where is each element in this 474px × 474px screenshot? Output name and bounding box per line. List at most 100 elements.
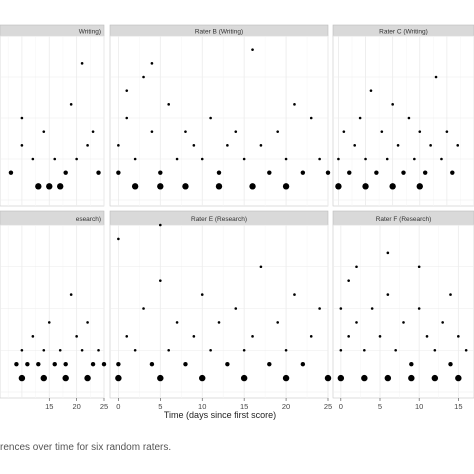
data-point — [457, 335, 460, 338]
data-point — [75, 335, 78, 338]
data-point — [91, 130, 95, 133]
panel-background — [109, 35, 329, 207]
panel-background — [0, 224, 105, 399]
data-point — [318, 157, 321, 161]
data-point — [425, 335, 429, 338]
data-point — [216, 170, 222, 175]
data-point — [57, 183, 64, 190]
data-point — [97, 348, 100, 352]
data-point — [75, 157, 78, 161]
data-point — [158, 170, 163, 175]
data-point — [167, 348, 170, 352]
facet-panel: esearch) 15 20 25 — [0, 210, 108, 411]
data-point — [117, 144, 120, 147]
data-point — [416, 183, 423, 190]
data-point — [62, 374, 69, 382]
data-point — [339, 307, 343, 310]
data-point — [40, 374, 47, 382]
x-axis-label: Time (days since first score) — [164, 410, 276, 420]
data-point — [450, 170, 455, 175]
facet-strip-label: Rater E (Research) — [191, 216, 247, 223]
data-point — [347, 279, 350, 282]
facet-panels: Writing) Rater B (Writing) Rater C (Writin… — [0, 24, 474, 411]
data-point — [125, 335, 129, 338]
data-point — [464, 348, 468, 352]
data-point — [449, 293, 452, 296]
data-point — [131, 183, 139, 190]
data-point — [167, 103, 170, 106]
data-point — [20, 348, 24, 352]
data-point — [389, 183, 396, 190]
x-tick-label: 20 — [282, 402, 290, 411]
data-point — [159, 223, 162, 227]
data-point — [337, 374, 345, 382]
data-point — [116, 361, 121, 367]
facet-strip-label: Rater C (Writing) — [379, 29, 428, 36]
x-tick-label: 25 — [100, 402, 108, 411]
data-point — [300, 361, 306, 367]
data-point — [417, 265, 421, 269]
data-point — [369, 89, 373, 92]
data-point — [69, 293, 73, 296]
data-point — [284, 348, 288, 352]
data-point — [86, 321, 89, 324]
data-point — [282, 374, 290, 382]
data-point — [325, 170, 331, 175]
data-point — [407, 116, 411, 120]
data-point — [355, 321, 358, 324]
data-point — [251, 48, 254, 51]
data-point — [440, 157, 443, 161]
data-point — [25, 361, 30, 367]
data-point — [86, 144, 89, 147]
data-point — [133, 348, 137, 352]
data-point — [69, 103, 73, 106]
data-point — [157, 374, 164, 382]
data-point — [249, 183, 256, 190]
data-point — [192, 335, 196, 338]
data-point — [391, 103, 394, 106]
data-point — [175, 321, 179, 324]
data-point — [431, 374, 439, 382]
data-point — [96, 170, 101, 175]
panel-background — [109, 224, 329, 399]
data-point — [259, 265, 263, 269]
data-point — [150, 62, 154, 65]
data-point — [35, 183, 42, 190]
data-point — [20, 144, 24, 147]
data-point — [101, 361, 107, 367]
facet-panel: Rater E (Research) 0 5 10 15 20 25 — [109, 210, 332, 411]
data-point — [58, 348, 62, 352]
data-point — [42, 130, 46, 133]
data-point — [386, 293, 390, 296]
data-point — [234, 307, 238, 310]
facet-panel: Rater C (Writing) — [332, 24, 474, 207]
data-point — [394, 348, 397, 352]
x-tick-label: 25 — [324, 402, 332, 411]
x-tick-label: 0 — [339, 402, 343, 411]
data-point — [31, 157, 35, 161]
data-point — [364, 157, 367, 161]
data-point — [455, 374, 462, 382]
data-point — [183, 361, 188, 367]
data-point — [347, 170, 352, 175]
data-point — [117, 237, 120, 241]
data-point — [36, 361, 41, 367]
panel-background — [0, 35, 105, 207]
data-point — [396, 144, 400, 147]
data-point — [115, 374, 122, 382]
data-point — [353, 144, 356, 147]
data-point — [300, 170, 306, 175]
data-point — [150, 130, 154, 133]
data-point — [215, 183, 223, 190]
data-point — [309, 335, 313, 338]
data-point — [293, 103, 296, 106]
data-point — [309, 116, 313, 120]
data-point — [355, 265, 358, 269]
data-point — [284, 157, 288, 161]
facet-strip-label: Writing) — [79, 29, 101, 36]
data-point — [337, 157, 340, 161]
data-point — [318, 307, 321, 310]
data-point — [342, 130, 346, 133]
data-point — [251, 335, 254, 338]
data-point — [448, 361, 453, 367]
